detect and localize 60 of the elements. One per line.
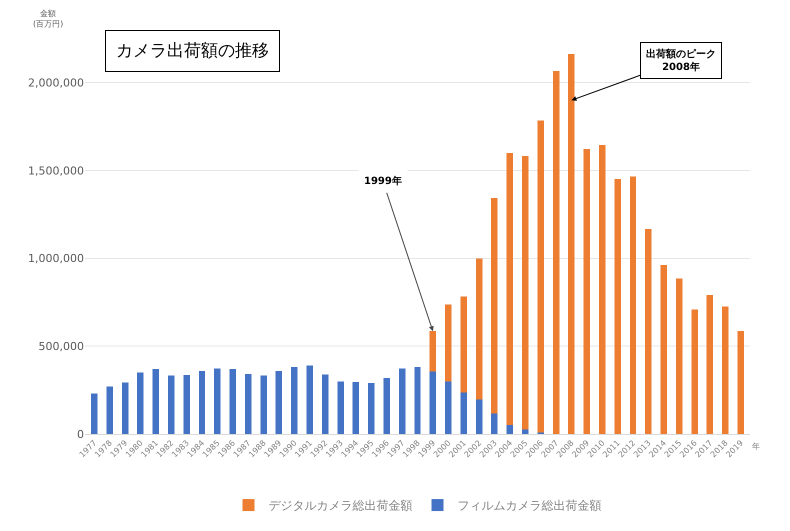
bar xyxy=(445,304,452,382)
bar xyxy=(522,430,528,434)
bar xyxy=(230,369,236,434)
bar xyxy=(476,258,482,400)
legend-label: フィルムカメラ総出荷金額 xyxy=(458,498,602,513)
bar xyxy=(106,386,113,434)
bar xyxy=(445,381,452,434)
bar xyxy=(260,376,267,434)
bar xyxy=(491,413,498,434)
legend-label: デジタルカメラ総出荷金額 xyxy=(268,498,412,513)
bar xyxy=(460,392,467,434)
y-tick-label: 0 xyxy=(77,428,84,441)
bar xyxy=(706,294,714,434)
bar xyxy=(306,365,313,434)
y-tick-label: 500,000 xyxy=(38,340,84,354)
bar xyxy=(645,228,652,434)
bar xyxy=(614,179,621,434)
bar xyxy=(738,331,744,434)
bar xyxy=(368,382,375,434)
bar xyxy=(198,370,206,434)
bar xyxy=(722,306,729,434)
bar xyxy=(506,425,514,434)
bar xyxy=(506,152,514,426)
text: カメラ出荷額の推移 xyxy=(116,41,269,61)
bar xyxy=(276,370,282,434)
bar xyxy=(244,374,252,434)
bar xyxy=(122,382,128,434)
bar xyxy=(630,176,636,434)
bar xyxy=(398,368,406,434)
bar xyxy=(352,382,360,434)
bar xyxy=(522,156,528,430)
bar xyxy=(137,372,144,434)
bar xyxy=(337,381,344,434)
bar xyxy=(598,145,606,434)
bar xyxy=(460,296,467,393)
bar xyxy=(676,278,682,434)
bar xyxy=(584,149,590,434)
bar xyxy=(168,376,174,434)
bar xyxy=(291,366,298,434)
annotation: 1999年 xyxy=(364,175,402,187)
bar xyxy=(183,375,190,434)
bar xyxy=(430,371,436,434)
bar xyxy=(476,399,482,434)
y-tick-label: 1,500,000 xyxy=(28,164,84,178)
bar xyxy=(152,369,160,434)
bar xyxy=(552,71,560,434)
y-axis-title: 金額 (百万円) xyxy=(33,9,64,28)
bar xyxy=(322,374,328,434)
bar xyxy=(537,120,544,432)
annotation: 出荷額のピーク 2008年 xyxy=(646,48,716,73)
bar xyxy=(414,366,421,434)
bar xyxy=(491,198,498,414)
bar xyxy=(214,368,221,434)
bar xyxy=(660,264,668,434)
y-tick-label: 1,000,000 xyxy=(28,252,84,266)
bar xyxy=(383,378,390,434)
x-axis-title: 年 xyxy=(752,442,760,451)
bar xyxy=(91,393,98,434)
y-tick-label: 2,000,000 xyxy=(28,76,84,90)
bar xyxy=(691,310,698,434)
